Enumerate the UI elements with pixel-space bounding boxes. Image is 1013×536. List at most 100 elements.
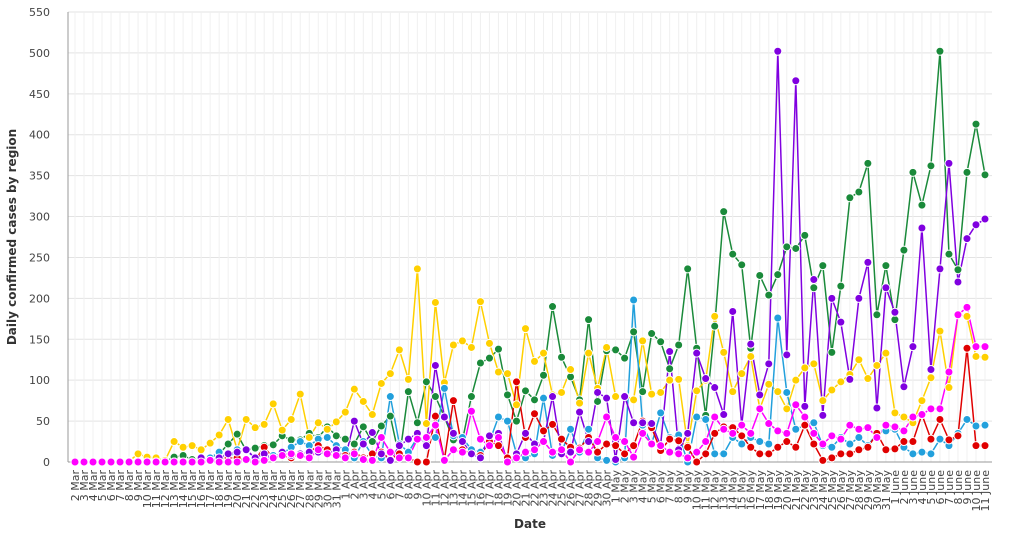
x-tick-label: 2 Mar	[69, 470, 82, 502]
point	[971, 220, 981, 230]
point	[782, 428, 792, 438]
x-tick-label: 14 May	[727, 470, 740, 511]
point	[926, 161, 936, 171]
point	[926, 434, 936, 444]
point	[557, 387, 567, 397]
y-tick-label: 250	[29, 251, 50, 264]
point	[809, 359, 819, 369]
x-axis-title: Date	[514, 517, 546, 531]
point	[205, 438, 215, 448]
point	[764, 439, 774, 449]
point	[403, 374, 413, 384]
point	[944, 367, 954, 377]
point	[755, 390, 765, 400]
x-tick-label: 27 Mar	[294, 470, 307, 509]
point	[800, 420, 810, 430]
point	[800, 401, 810, 411]
point	[809, 418, 819, 428]
point	[349, 449, 359, 459]
point	[746, 351, 756, 361]
point	[935, 46, 945, 56]
point	[854, 355, 864, 365]
point	[584, 424, 594, 434]
point	[791, 442, 801, 452]
point	[836, 281, 846, 291]
x-tick-label: 3 Apr	[357, 470, 370, 500]
x-tick-label: 19 Apr	[501, 470, 514, 507]
point	[223, 457, 233, 467]
point	[881, 420, 891, 430]
series-line	[75, 51, 986, 463]
point	[620, 392, 630, 402]
point	[890, 315, 900, 325]
point	[520, 386, 530, 396]
point	[629, 327, 639, 337]
x-tick-label: 24 May	[817, 470, 830, 511]
point	[908, 167, 918, 177]
x-tick-label: 21 Apr	[519, 470, 532, 507]
point	[935, 434, 945, 444]
x-tick-label: 10 Apr	[420, 470, 433, 507]
point	[115, 457, 125, 467]
point	[656, 387, 666, 397]
point	[511, 400, 521, 410]
point	[620, 449, 630, 459]
point	[962, 234, 972, 244]
point	[935, 404, 945, 414]
x-tick-label: 4 June	[916, 470, 929, 505]
point	[584, 437, 594, 447]
x-tick-label: 7 Apr	[393, 470, 406, 500]
point	[331, 431, 341, 441]
point	[629, 395, 639, 405]
x-tick-label: 5 June	[925, 470, 938, 505]
x-tick-label: 16 May	[745, 470, 758, 511]
point	[845, 439, 855, 449]
point	[313, 445, 323, 455]
x-tick-label: 4 May	[637, 470, 650, 504]
point	[584, 315, 594, 325]
point	[385, 411, 395, 421]
point	[259, 419, 269, 429]
x-tick-label: 3 May	[628, 470, 641, 504]
point	[331, 450, 341, 460]
point	[502, 416, 512, 426]
point	[872, 310, 882, 320]
point	[764, 359, 774, 369]
x-tick-label: 20 Apr	[510, 470, 523, 507]
point	[530, 445, 540, 455]
point	[304, 432, 314, 442]
point	[493, 441, 503, 451]
point	[548, 302, 558, 312]
point	[223, 439, 233, 449]
point	[466, 392, 476, 402]
point	[593, 387, 603, 397]
point	[764, 449, 774, 459]
y-tick-label: 0	[43, 456, 50, 469]
point	[358, 439, 368, 449]
point	[530, 395, 540, 405]
x-tick-label: 5 Mar	[96, 470, 109, 502]
point	[953, 431, 963, 441]
point	[584, 447, 594, 457]
point	[358, 422, 368, 432]
x-tick-label: 8 Apr	[402, 470, 415, 500]
point	[917, 223, 927, 233]
point	[160, 457, 170, 467]
point	[566, 365, 576, 375]
point	[502, 390, 512, 400]
point	[665, 434, 675, 444]
y-tick-label: 450	[29, 88, 50, 101]
point	[142, 457, 152, 467]
point	[539, 370, 549, 380]
point	[602, 412, 612, 422]
point	[818, 410, 828, 420]
point	[863, 257, 873, 267]
point	[394, 345, 404, 355]
point	[935, 326, 945, 336]
point	[169, 457, 179, 467]
point	[836, 434, 846, 444]
x-tick-label: 5 May	[646, 470, 659, 504]
x-tick-label: 24 Mar	[267, 470, 280, 509]
x-tick-label: 11 Mar	[150, 470, 163, 509]
point	[746, 339, 756, 349]
